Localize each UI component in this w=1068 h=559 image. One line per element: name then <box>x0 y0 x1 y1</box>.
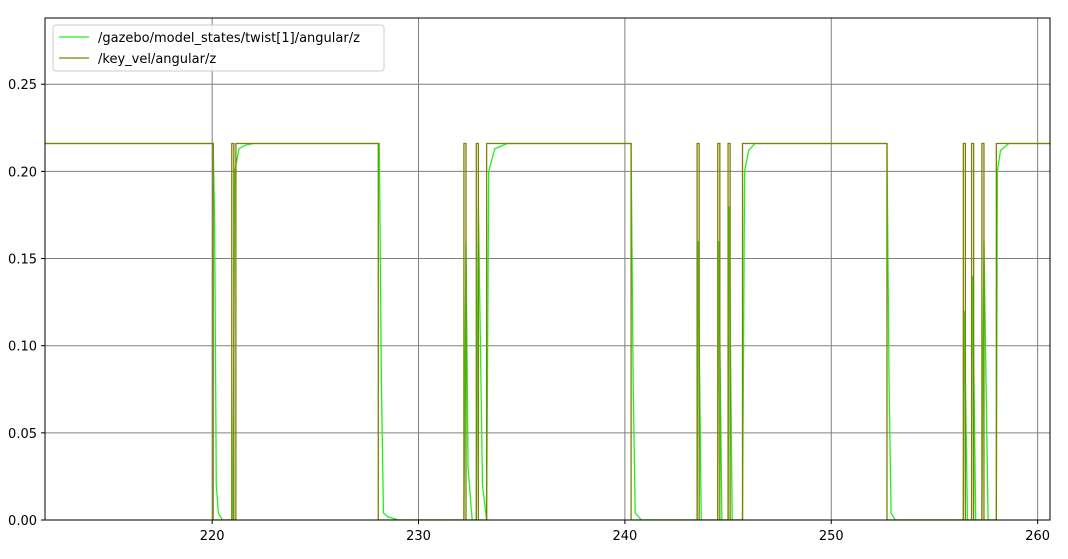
legend-box <box>52 24 385 72</box>
legend-label-key-vel: /key_vel/angular/z <box>98 52 216 67</box>
series-layer <box>45 142 1050 520</box>
y-tick-label: 0.20 <box>8 165 37 180</box>
x-tick-label: 240 <box>612 529 637 544</box>
y-axis: 0.00 0.05 0.10 0.15 0.20 0.25 <box>8 78 45 529</box>
legend: /gazebo/model_states/twist[1]/angular/z … <box>52 24 385 72</box>
legend-label-gazebo-twist: /gazebo/model_states/twist[1]/angular/z <box>98 31 360 46</box>
x-tick-label: 230 <box>406 529 431 544</box>
x-tick-label: 220 <box>200 529 225 544</box>
y-tick-label: 0.15 <box>8 253 37 268</box>
y-tick-label: 0.10 <box>8 340 37 355</box>
y-tick-label: 0.00 <box>8 514 37 529</box>
y-tick-label: 0.25 <box>8 78 37 93</box>
plot-area <box>45 142 1050 520</box>
y-tick-label: 0.05 <box>8 427 37 442</box>
x-tick-label: 260 <box>1025 529 1050 544</box>
plot-frame <box>44 17 1051 521</box>
series-line-key-vel <box>45 142 1050 520</box>
x-tick-label: 250 <box>819 529 844 544</box>
x-axis: 220 230 240 250 260 <box>200 520 1050 544</box>
grid-lines <box>45 18 1050 521</box>
